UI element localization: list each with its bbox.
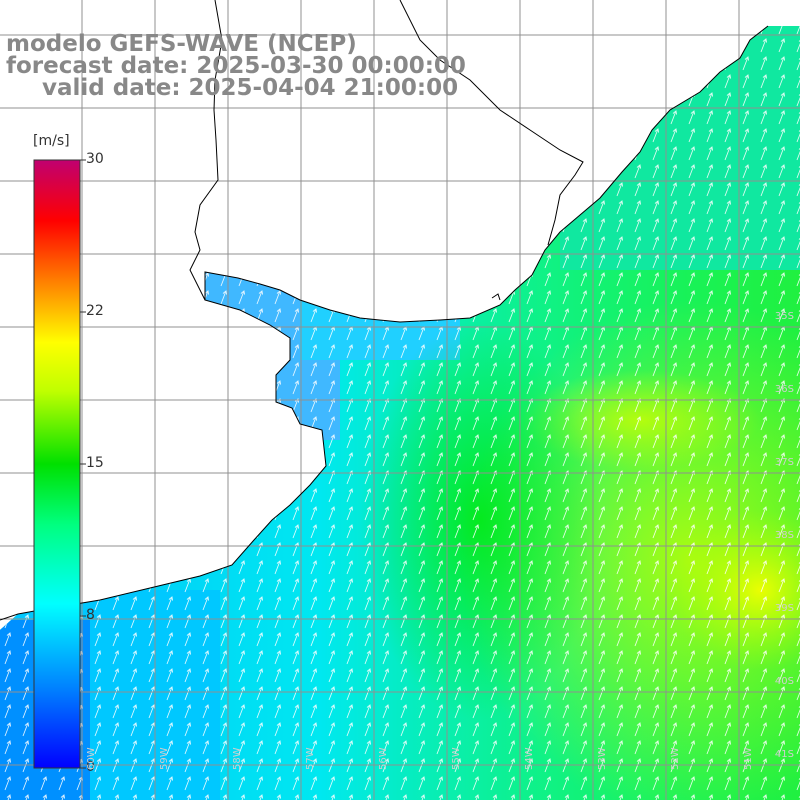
lat-label: 38S — [774, 530, 794, 541]
lat-label: 39S — [774, 603, 794, 614]
lon-label: 60W — [86, 747, 97, 770]
lat-label: 37S — [774, 457, 794, 468]
colorbar-tick-label: 22 — [86, 303, 104, 319]
colorbar-tick-label: 15 — [86, 455, 104, 471]
colorbar-tick-label: 30 — [86, 151, 104, 167]
border-line — [399, 0, 584, 246]
lon-label: 51W — [743, 747, 754, 770]
lon-label: 57W — [305, 747, 316, 770]
lat-label: 41S — [774, 749, 794, 760]
lat-label: 36S — [774, 384, 794, 395]
lon-label: 58W — [232, 747, 243, 770]
coastline — [0, 0, 769, 621]
colorbar-tick-label: 8 — [86, 607, 95, 623]
lat-label: 40S — [774, 676, 794, 687]
model-title: modelo GEFS-WAVE (NCEP) — [6, 31, 357, 57]
river-uruguay — [189, 0, 223, 301]
valid-date: valid date: 2025-04-04 21:00:00 — [42, 75, 459, 101]
forecast-date: forecast date: 2025-03-30 00:00:00 — [6, 53, 466, 79]
lon-label: 55W — [451, 747, 462, 770]
lon-label: 53W — [597, 747, 608, 770]
lon-label: 59W — [159, 747, 170, 770]
colorbar — [33, 159, 81, 769]
lon-label: 56W — [378, 747, 389, 770]
lon-label: 52W — [670, 747, 681, 770]
coast-detail — [491, 293, 501, 301]
colorbar-unit: [m/s] — [32, 133, 71, 149]
colorbar-tick-label: 0 — [86, 759, 95, 775]
lat-label: 35S — [774, 311, 794, 322]
lon-label: 54W — [524, 747, 535, 770]
